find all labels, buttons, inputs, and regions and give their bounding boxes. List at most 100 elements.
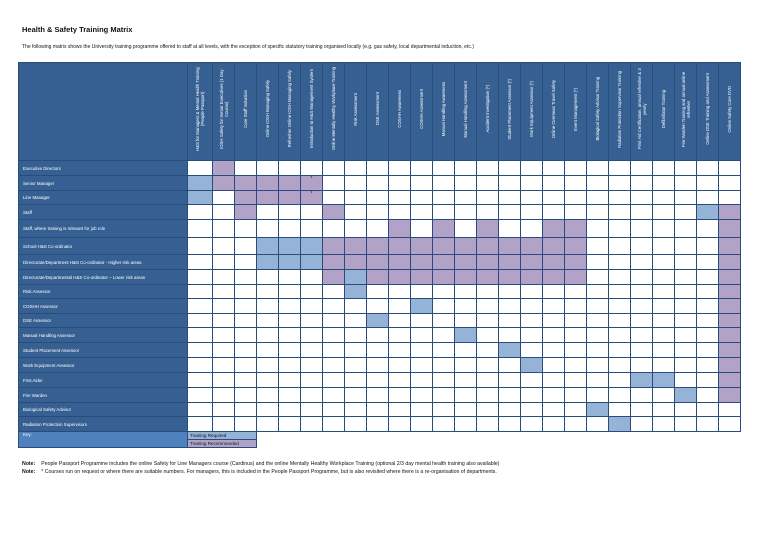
cell-empty	[234, 342, 257, 358]
cell-empty	[608, 298, 631, 314]
cell-required	[187, 190, 213, 205]
cell-empty	[586, 357, 609, 373]
cell-empty	[674, 269, 697, 285]
cell-empty	[674, 160, 697, 176]
table-row: Executive Directors	[18, 160, 741, 176]
cell-empty	[696, 237, 719, 255]
cell-empty	[432, 160, 455, 176]
cell-empty	[542, 327, 565, 343]
column-header: Online Safety Core DVD	[718, 62, 741, 161]
cell-recommended	[322, 254, 345, 270]
cell-empty	[476, 204, 499, 220]
cell-empty	[630, 313, 653, 328]
cell-recommended	[454, 237, 477, 255]
cell-recommended	[718, 327, 741, 343]
cell-empty	[586, 284, 609, 299]
cell-recommended	[718, 387, 741, 403]
cell-empty	[410, 372, 433, 388]
cell-recommended	[388, 219, 411, 238]
cell-empty	[432, 313, 455, 328]
cell-empty	[322, 402, 345, 417]
column-header-label: Defibrillator Training	[661, 89, 666, 129]
cell-empty	[187, 284, 213, 299]
cell-empty	[366, 327, 389, 343]
cell-empty	[674, 327, 697, 343]
cell-empty	[187, 219, 213, 238]
column-header-label: Online Overseas Travel Safety	[551, 79, 556, 139]
cell-empty	[608, 160, 631, 176]
cell-empty	[212, 190, 235, 205]
cell-empty	[498, 175, 521, 191]
cell-empty	[542, 313, 565, 328]
cell-empty	[498, 190, 521, 205]
cell-empty	[432, 204, 455, 220]
cell-empty	[476, 416, 499, 432]
cell-empty	[630, 327, 653, 343]
cell-recommended	[520, 269, 543, 285]
cell-required	[187, 175, 213, 191]
column-header: Biological Safety Advisor Training	[586, 62, 609, 161]
cell-empty	[630, 357, 653, 373]
row-label: Work Equipment Assessor	[18, 357, 188, 373]
cell-empty	[674, 254, 697, 270]
cell-empty	[300, 298, 323, 314]
cell-empty	[630, 160, 653, 176]
cell-empty	[300, 327, 323, 343]
cell-empty	[322, 190, 345, 205]
cell-empty	[652, 284, 675, 299]
cell-empty	[696, 190, 719, 205]
cell-empty	[388, 160, 411, 176]
cell-empty	[344, 190, 367, 205]
header-row: H&S for Managers & Mental Health Trainin…	[18, 62, 741, 161]
cell-empty	[187, 387, 213, 403]
column-header: Student Placement Assessor (*)	[498, 62, 521, 161]
cell-empty	[234, 313, 257, 328]
cell-empty	[674, 237, 697, 255]
cell-recommended	[718, 219, 741, 238]
key-legend: Training Required Training Recommended	[187, 431, 257, 448]
column-header: Risk Assessment	[344, 62, 367, 161]
cell-empty	[520, 327, 543, 343]
cell-empty	[520, 284, 543, 299]
cell-empty	[256, 416, 279, 432]
cell-recommended	[718, 298, 741, 314]
cell-empty	[278, 402, 301, 417]
table-row: Work Equipment Assessor	[18, 357, 741, 373]
cell-empty	[630, 269, 653, 285]
cell-empty	[344, 372, 367, 388]
cell-empty	[256, 269, 279, 285]
cell-empty	[300, 284, 323, 299]
cell-empty	[187, 416, 213, 432]
cell-empty	[696, 219, 719, 238]
column-header-label: H&S for Managers & Mental Health Trainin…	[195, 67, 205, 151]
cell-empty	[410, 190, 433, 205]
cell-recommended	[212, 160, 235, 176]
cell-empty	[234, 160, 257, 176]
cell-empty	[476, 160, 499, 176]
cell-empty	[234, 387, 257, 403]
cell-empty	[520, 313, 543, 328]
row-label: Biological Safety Advisor	[18, 402, 188, 417]
cell-required	[652, 372, 675, 388]
cell-empty	[344, 204, 367, 220]
row-label: Directorate/Department H&S Co-ordinator …	[18, 254, 188, 270]
cell-recommended	[718, 357, 741, 373]
cell-empty	[388, 190, 411, 205]
cell-recommended	[322, 237, 345, 255]
cell-empty	[498, 313, 521, 328]
cell-recommended	[542, 219, 565, 238]
table-row: School H&S Co-ordinator	[18, 237, 741, 255]
table-row: Staff	[18, 204, 741, 220]
cell-recommended	[366, 237, 389, 255]
cell-empty	[586, 342, 609, 358]
cell-empty	[432, 357, 455, 373]
cell-empty	[234, 298, 257, 314]
column-header-label: Introduction to H&S Management System	[309, 69, 314, 149]
cell-required	[278, 254, 301, 270]
cell-empty	[410, 357, 433, 373]
cell-empty	[542, 204, 565, 220]
cell-empty	[256, 387, 279, 403]
cell-empty	[432, 402, 455, 417]
cell-empty	[187, 342, 213, 358]
cell-recommended	[410, 254, 433, 270]
